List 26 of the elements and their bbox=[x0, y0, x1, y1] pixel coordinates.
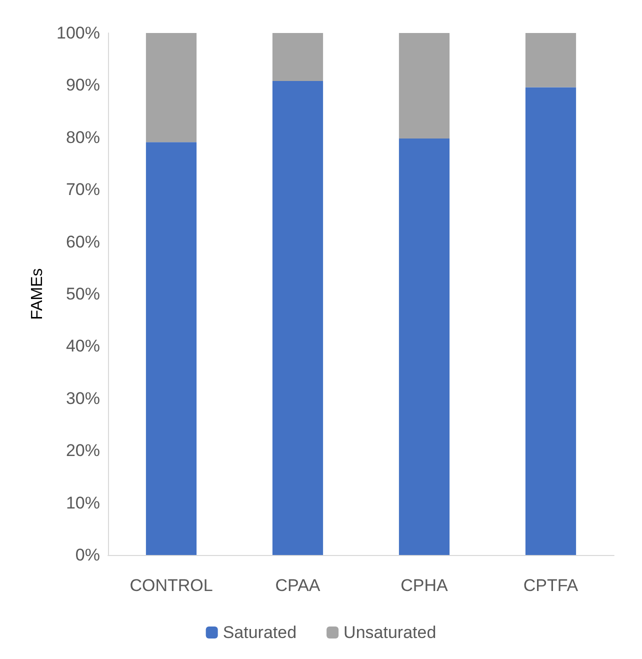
y-tick-label: 0% bbox=[75, 546, 100, 564]
y-tick-label: 50% bbox=[66, 284, 100, 304]
x-tick-label: CPTFA bbox=[523, 576, 579, 595]
bar bbox=[146, 33, 197, 142]
y-tick-label: 80% bbox=[66, 128, 100, 147]
legend-label: Saturated bbox=[222, 623, 297, 642]
bar bbox=[525, 87, 576, 555]
y-axis-title: FAMEs bbox=[29, 268, 46, 320]
bar bbox=[398, 33, 450, 138]
bar bbox=[272, 33, 324, 82]
y-tick-label: 60% bbox=[66, 232, 100, 252]
legend-label: Unsaturated bbox=[344, 623, 436, 642]
y-tick-label: 100% bbox=[56, 24, 100, 42]
x-tick-label: CPHA bbox=[400, 576, 449, 595]
y-tick-label: 30% bbox=[66, 388, 100, 408]
y-tick-label: 40% bbox=[66, 336, 100, 356]
bar bbox=[398, 138, 450, 555]
bar bbox=[272, 81, 324, 555]
y-tick-label: 70% bbox=[66, 180, 100, 200]
y-tick-label: 20% bbox=[66, 441, 100, 460]
x-tick-label: CPAA bbox=[275, 576, 321, 595]
x-tick-label: CONTROL bbox=[130, 576, 213, 595]
y-tick-label: 90% bbox=[66, 76, 100, 95]
bar bbox=[146, 142, 197, 555]
y-tick-label: 10% bbox=[66, 493, 100, 512]
bar bbox=[525, 33, 576, 88]
